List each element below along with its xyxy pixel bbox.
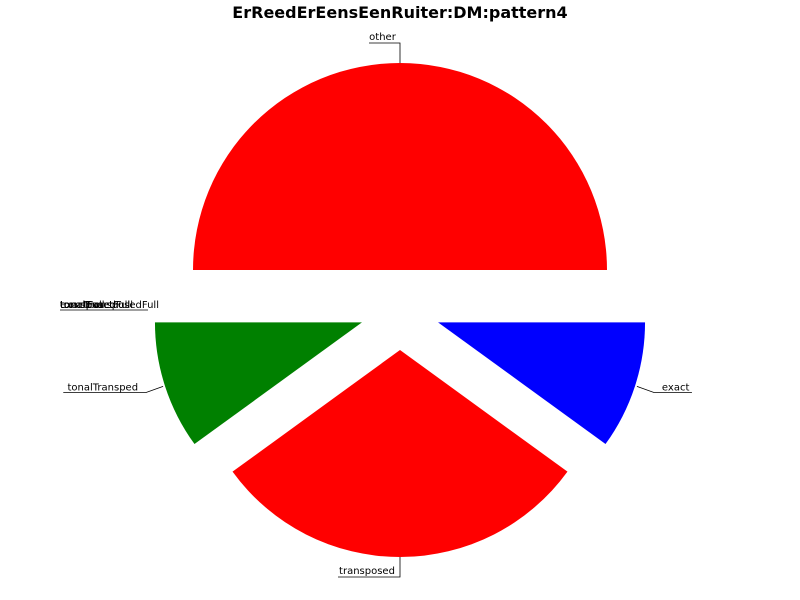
pie-slice-tonalTransped bbox=[154, 322, 362, 445]
pie-slices bbox=[154, 63, 646, 558]
leader-line-transposed bbox=[338, 557, 401, 578]
slice-label-other: other bbox=[369, 32, 397, 43]
pie-slice-transposed bbox=[232, 350, 568, 558]
leader-line-exact bbox=[636, 385, 692, 393]
pie-labels: other tonalTransped transposed exact tonalEx… bbox=[60, 32, 692, 578]
pie-slice-exact bbox=[438, 322, 646, 445]
leader-line-other bbox=[369, 42, 401, 63]
slice-label-tonalExact: tonalExact bbox=[60, 300, 113, 311]
slice-label-tonalExactFull: tonalExactFull bbox=[60, 300, 130, 311]
slice-label-tonalTransposedFull: tonalTransposedFull bbox=[60, 300, 159, 311]
leader-line-tonalTransped bbox=[63, 385, 164, 393]
pie-slice-other bbox=[193, 63, 607, 270]
slice-label-exact: exact bbox=[662, 383, 690, 394]
slice-label-transposedFull: transposedFull bbox=[60, 300, 133, 311]
slice-label-tonalTransped: tonalTransped bbox=[68, 383, 139, 394]
slice-label-exactFull: exactFull bbox=[60, 300, 105, 311]
chart-title: ErReedErEensEenRuiter:DM:pattern4 bbox=[232, 3, 567, 22]
slice-label-transposed: transposed bbox=[339, 566, 395, 577]
